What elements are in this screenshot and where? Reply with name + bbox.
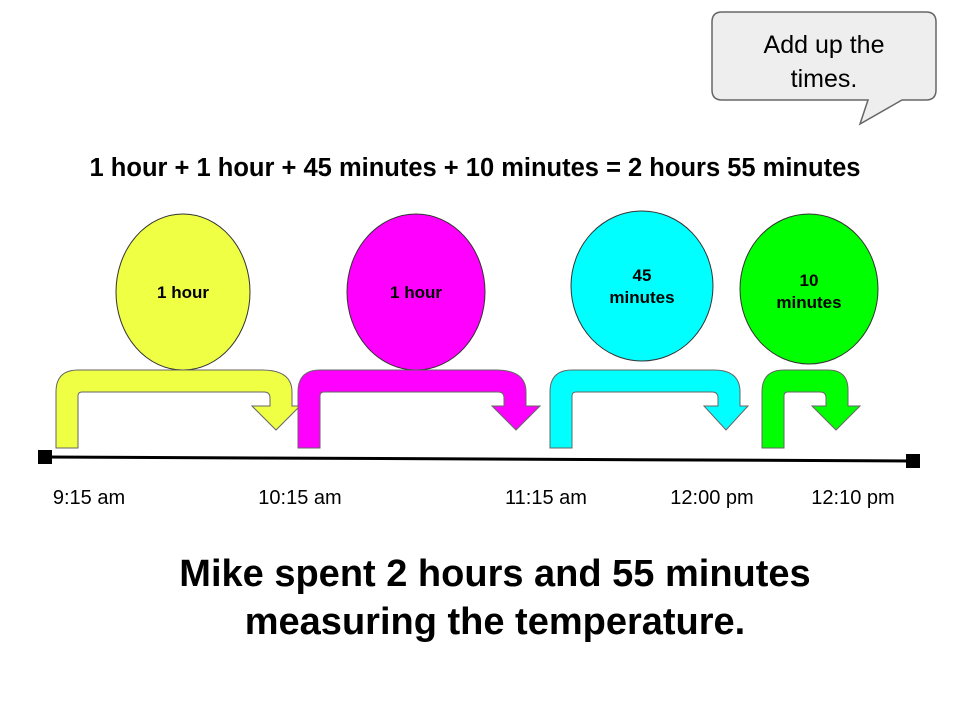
callout-line-2: times. <box>790 65 858 93</box>
bubble-label-1: 1 hour <box>123 282 243 304</box>
bubble-circle-3 <box>570 210 714 362</box>
equation: 1 hour + 1 hour + 45 minutes + 10 minute… <box>89 154 861 182</box>
callout-line-1: Add up the <box>763 31 885 59</box>
bubble-label-3-line-2: minutes <box>609 288 675 307</box>
bubble-label-4-line-2: minutes <box>776 293 842 312</box>
interval-arrow-1 <box>55 369 302 449</box>
time-label-5: 12:10 pm <box>811 487 895 509</box>
interval-arrow-4 <box>761 369 862 449</box>
bubble-label-2-line-1: 1 hour <box>390 283 442 302</box>
conclusion-line-1: Mike spent 2 hours and 55 minutes <box>179 553 811 595</box>
bubble-label-1-line-1: 1 hour <box>157 283 209 302</box>
time-label-4: 12:00 pm <box>670 487 754 509</box>
interval-arrow-3 <box>549 369 750 449</box>
bubble-label-4-line-1: 10 <box>799 271 819 290</box>
time-label-3: 11:15 am <box>505 487 587 509</box>
interval-arrow-2 <box>297 369 542 449</box>
conclusion-line-2: measuring the temperature. <box>244 601 746 643</box>
conclusion: Mike spent 2 hours and 55 minutes measur… <box>0 550 960 646</box>
bubble-label-3-line-1: 45 <box>632 266 652 285</box>
timeline-line <box>44 455 914 463</box>
bubble-label-3: 45 minutes <box>582 265 702 309</box>
bubble-label-4: 10 minutes <box>749 270 869 314</box>
bubble-label-2: 1 hour <box>356 282 476 304</box>
callout-text: Add up the times. <box>714 28 934 96</box>
speech-bubble <box>711 11 937 126</box>
time-label-1: 9:15 am <box>52 487 126 509</box>
timeline-start-marker <box>38 450 52 464</box>
time-label-2: 10:15 am <box>258 487 342 509</box>
bubble-circle-4 <box>739 213 879 365</box>
timeline-end-marker <box>906 454 920 468</box>
